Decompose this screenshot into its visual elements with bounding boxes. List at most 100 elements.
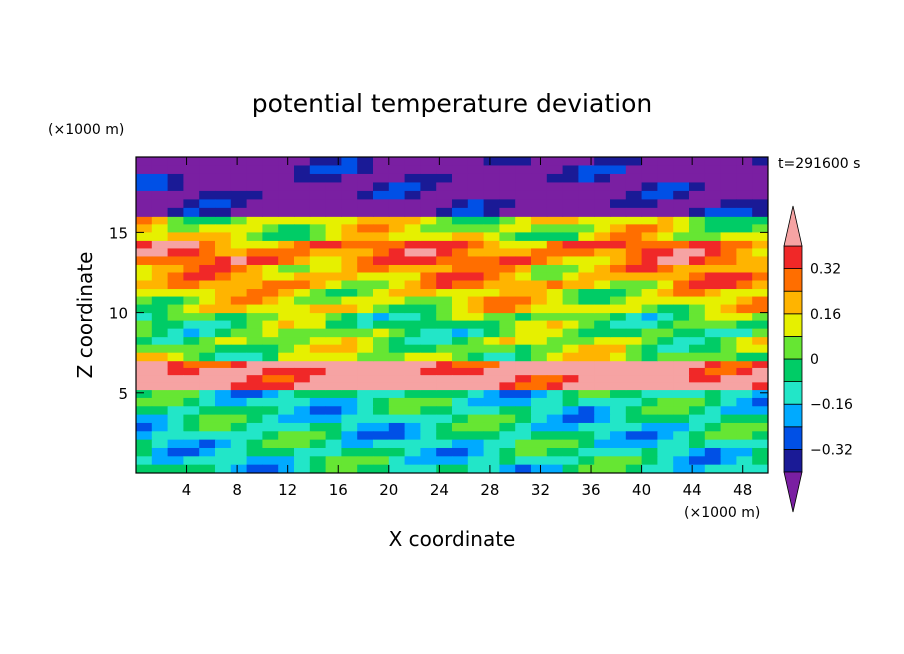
field-cell [625, 320, 643, 330]
field-cell [357, 256, 374, 265]
field-cell [752, 240, 769, 249]
field-cell [388, 190, 406, 200]
field-cell [515, 288, 532, 298]
field-cell [641, 232, 658, 241]
field-cell [499, 272, 516, 282]
field-cell [483, 199, 500, 209]
field-cell [657, 464, 674, 474]
field-cell [420, 464, 437, 474]
field-cell [546, 382, 564, 391]
field-cell [610, 397, 627, 407]
field-cell [673, 422, 690, 432]
field-cell [752, 336, 769, 346]
field-cell [294, 216, 311, 225]
field-cell [594, 464, 611, 474]
field-cell [341, 165, 358, 175]
field-cell [309, 464, 327, 474]
field-cell [136, 344, 153, 354]
field-cell [136, 165, 153, 175]
field-cell [262, 352, 279, 362]
field-cell [325, 256, 342, 265]
field-cell [483, 272, 500, 282]
field-cell [262, 344, 279, 354]
field-cell [467, 439, 485, 449]
field-cell [736, 280, 753, 290]
field-cell [736, 207, 753, 217]
field-cell [262, 240, 279, 249]
field-cell [483, 240, 500, 249]
field-cell [562, 344, 579, 354]
field-cell [673, 190, 690, 200]
field-cell [704, 157, 722, 166]
field-cell [325, 296, 342, 306]
field-cell [704, 199, 722, 209]
field-cell [531, 173, 548, 183]
field-cell [167, 224, 184, 233]
field-cell [215, 296, 232, 306]
field-cell [230, 232, 248, 241]
field-cell [246, 375, 263, 383]
field-cell [262, 173, 279, 183]
field-cell [199, 199, 216, 209]
field-cell [388, 389, 406, 399]
field-cell [230, 288, 248, 298]
field-cell [467, 344, 485, 354]
colorbar-segment [783, 403, 803, 428]
field-cell [562, 456, 579, 466]
field-cell [230, 406, 248, 416]
field-cell [752, 389, 769, 399]
field-cell [657, 328, 674, 338]
field-cell [357, 389, 374, 399]
field-cell [325, 182, 342, 192]
field-cell [531, 190, 548, 200]
field-cell [230, 389, 248, 399]
field-cell [720, 336, 737, 346]
field-cell [546, 406, 564, 416]
field-cell [388, 304, 406, 314]
field-cell [262, 216, 279, 225]
field-cell [562, 296, 579, 306]
field-cell [546, 336, 564, 346]
field-cell [562, 352, 579, 362]
field-cell [325, 207, 342, 217]
field-cell [704, 344, 722, 354]
field-cell [309, 296, 327, 306]
field-cell [483, 360, 500, 369]
field-cell [246, 264, 263, 273]
field-cell [752, 288, 769, 298]
field-cell [594, 190, 611, 200]
field-cell [167, 312, 184, 322]
field-cell [673, 397, 690, 407]
field-cell [167, 406, 184, 416]
field-cell [515, 248, 532, 257]
field-cell [388, 352, 406, 362]
field-cell [562, 312, 579, 322]
field-cell [736, 367, 753, 376]
field-cell [673, 375, 690, 383]
field-cell [736, 464, 753, 474]
field-cell [499, 464, 516, 474]
field-cell [325, 344, 342, 354]
field-cell [562, 397, 579, 407]
field-cell [262, 456, 279, 466]
field-cell [246, 382, 263, 391]
field-cell [578, 248, 595, 257]
field-cell [341, 264, 358, 273]
field-cell [499, 207, 516, 217]
field-cell [752, 382, 769, 391]
field-cell [388, 406, 406, 416]
field-cell [689, 367, 706, 376]
field-cell [167, 344, 184, 354]
field-cell [420, 288, 437, 298]
field-cell [404, 360, 421, 369]
field-cell [357, 165, 374, 175]
field-cell [404, 439, 421, 449]
field-cell [689, 199, 706, 209]
field-cell [562, 320, 579, 330]
field-cell [689, 288, 706, 298]
field-cell [294, 280, 311, 290]
field-cell [436, 173, 453, 183]
field-cell [689, 296, 706, 306]
field-cell [736, 272, 753, 282]
